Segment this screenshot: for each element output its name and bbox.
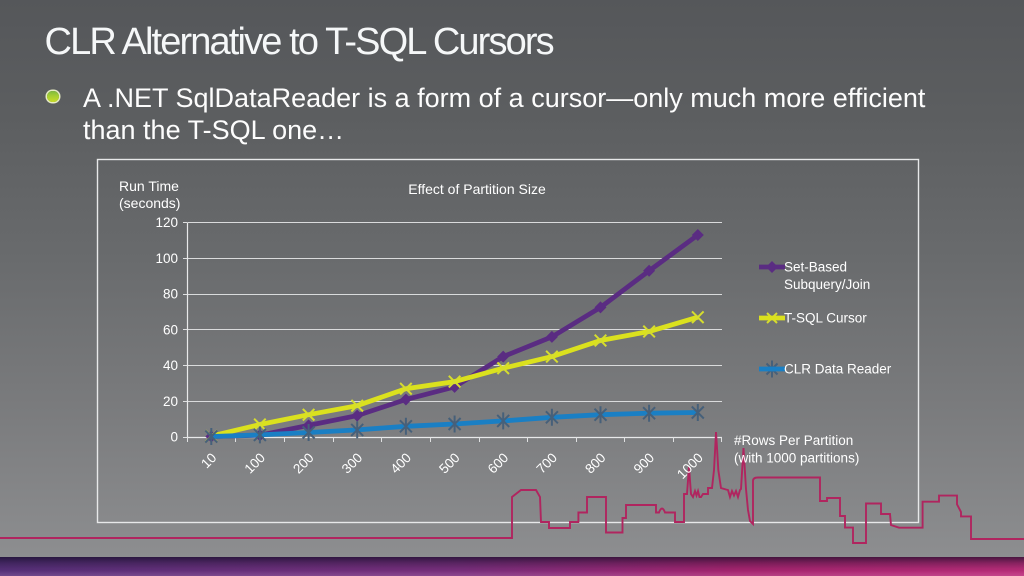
svg-text:Set-Based: Set-Based: [784, 260, 847, 275]
svg-text:Effect of Partition Size: Effect of Partition Size: [408, 181, 546, 197]
svg-text:Run Time: Run Time: [119, 178, 179, 194]
svg-text:400: 400: [387, 450, 414, 477]
svg-text:0: 0: [170, 430, 178, 445]
svg-text:700: 700: [533, 450, 560, 477]
svg-text:300: 300: [339, 450, 366, 477]
svg-text:80: 80: [163, 287, 178, 302]
svg-text:#Rows Per Partition: #Rows Per Partition: [734, 433, 853, 448]
svg-text:600: 600: [485, 450, 512, 477]
svg-text:1000: 1000: [674, 450, 706, 482]
svg-text:T-SQL Cursor: T-SQL Cursor: [784, 311, 867, 326]
svg-text:CLR Data Reader: CLR Data Reader: [784, 362, 892, 377]
svg-text:40: 40: [163, 358, 178, 373]
svg-text:(with 1000 partitions): (with 1000 partitions): [734, 451, 859, 466]
svg-text:900: 900: [631, 450, 658, 477]
svg-text:200: 200: [290, 450, 317, 477]
svg-text:500: 500: [436, 450, 463, 477]
svg-text:800: 800: [582, 450, 609, 477]
svg-text:100: 100: [155, 251, 178, 266]
svg-text:Subquery/Join: Subquery/Join: [784, 277, 870, 292]
svg-text:100: 100: [241, 450, 268, 477]
svg-text:(seconds): (seconds): [119, 195, 180, 211]
svg-text:10: 10: [198, 450, 219, 471]
svg-text:20: 20: [163, 394, 178, 409]
svg-text:60: 60: [163, 322, 178, 337]
svg-text:120: 120: [155, 215, 178, 230]
